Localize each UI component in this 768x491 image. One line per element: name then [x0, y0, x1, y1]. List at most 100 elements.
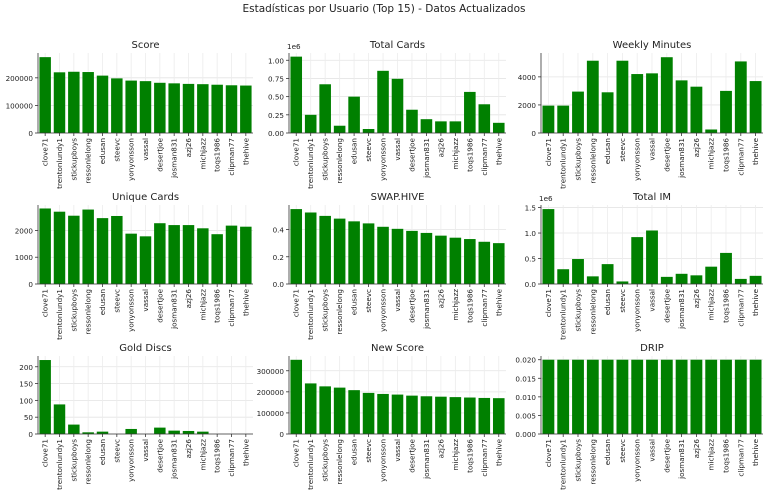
x-tick-label: josman831: [422, 439, 431, 480]
bar-michjazz: [449, 121, 462, 133]
x-tick-label: josman831: [422, 289, 431, 330]
bar-stickupboys: [68, 71, 80, 133]
x-tick-label: desertjoe: [407, 288, 416, 322]
x-tick-label: stickupboys: [321, 439, 330, 482]
x-tick-label: vassal: [141, 439, 150, 462]
x-tick-label: yonyonsson: [127, 439, 136, 482]
bar-ressonlelong: [82, 432, 94, 434]
x-tick-label: azj26: [692, 138, 701, 158]
x-tick-label: trentonlundy1: [559, 138, 568, 189]
x-tick-label: clove71: [544, 289, 553, 317]
x-tick-label: ressonlelong: [588, 289, 597, 335]
bar-yonyonsson: [631, 74, 644, 133]
y-tick-label: 200000: [6, 74, 34, 83]
x-tick-label: steevc: [364, 439, 373, 463]
bar-michjazz: [705, 359, 718, 434]
bar-stickupboys: [68, 215, 80, 284]
x-tick-label: vassal: [648, 439, 657, 462]
chart-title: Gold Discs: [119, 343, 172, 354]
x-tick-label: desertjoe: [662, 288, 671, 322]
x-tick-label: clipman77: [227, 138, 236, 176]
bar-ressonlelong: [333, 387, 346, 434]
x-tick-label: vassal: [393, 138, 402, 161]
bar-stickupboys: [319, 215, 331, 284]
x-tick-label: clipman77: [480, 439, 489, 477]
bar-edusan: [348, 390, 360, 434]
bar-stickupboys: [572, 91, 584, 133]
x-tick-label: thehive: [751, 438, 760, 466]
x-tick-label: azj26: [184, 289, 193, 309]
bar-steevc: [362, 129, 375, 133]
bar-steevc: [362, 392, 375, 434]
bar-desertjoe: [154, 223, 166, 284]
bar-azj26: [182, 225, 195, 284]
x-tick-label: steevc: [618, 289, 627, 313]
bar-azj26: [690, 86, 703, 133]
x-tick-label: vassal: [141, 289, 150, 312]
y-tick-label: 0: [531, 129, 536, 138]
bar-clipman77: [478, 241, 491, 284]
bar-trentonlundy1: [304, 212, 317, 284]
x-tick-label: vassal: [393, 439, 402, 462]
bar-stickupboys: [319, 84, 331, 133]
y-tick-label: 300000: [257, 367, 285, 376]
bar-vassal: [391, 78, 404, 133]
bar-azj26: [435, 121, 447, 133]
bar-yonyonsson: [377, 226, 389, 284]
x-tick-label: stickupboys: [574, 289, 583, 332]
bar-edusan: [601, 264, 614, 284]
x-tick-label: stickupboys: [321, 138, 330, 181]
bar-trentonlundy1: [304, 383, 317, 434]
bar-desertjoe: [660, 276, 673, 284]
x-tick-label: yonyonsson: [379, 289, 388, 332]
x-tick-label: toqs1986: [213, 138, 222, 172]
chart-total-im: 0.0 0.5 1.0 1.5 clove71 trentonlundy1 stickupb…: [525, 192, 763, 340]
bar-toqs1986: [464, 397, 476, 434]
x-tick-label: clove71: [292, 289, 301, 317]
bar-clipman77: [478, 104, 491, 133]
figure-title: Estadísticas por Usuario (Top 15) - Dato…: [242, 3, 525, 15]
x-tick-label: yonyonsson: [127, 138, 136, 181]
bar-yonyonsson: [125, 80, 137, 133]
bar-toqs1986: [464, 91, 476, 133]
bar-azj26: [435, 396, 447, 434]
bar-michjazz: [197, 431, 209, 434]
x-tick-label: clove71: [292, 439, 301, 467]
bar-toqs1986: [464, 239, 476, 284]
bar-azj26: [690, 275, 703, 284]
bar-toqs1986: [211, 84, 223, 133]
x-tick-label: yonyonsson: [633, 439, 642, 482]
y-tick-label: 0.4: [273, 226, 285, 235]
bar-michjazz: [705, 266, 718, 284]
x-tick-label: clove71: [41, 138, 50, 166]
x-tick-label: thehive: [494, 137, 503, 165]
bar-clipman77: [478, 397, 491, 434]
x-tick-label: ressonlelong: [335, 289, 344, 335]
y-offset-label: 1e6: [539, 194, 553, 203]
bar-desertjoe: [406, 395, 418, 434]
x-tick-label: desertjoe: [407, 438, 416, 472]
y-tick-label: 0: [28, 280, 33, 289]
x-tick-label: desertjoe: [155, 288, 164, 322]
bar-toqs1986: [720, 359, 732, 434]
x-tick-label: clipman77: [480, 138, 489, 176]
x-tick-label: toqs1986: [213, 439, 222, 473]
x-tick-label: desertjoe: [155, 438, 164, 472]
x-tick-label: michjazz: [198, 439, 207, 471]
bar-josman831: [675, 80, 688, 133]
x-tick-label: trentonlundy1: [306, 138, 315, 189]
x-tick-label: edusan: [350, 138, 359, 164]
x-tick-label: thehive: [751, 288, 760, 316]
y-tick-label: 0.00: [268, 129, 284, 138]
bar-thehive: [492, 122, 505, 133]
x-tick-label: ressonlelong: [335, 138, 344, 184]
y-tick-label: 100000: [257, 409, 285, 418]
bar-stickupboys: [319, 386, 331, 434]
bar-michjazz: [705, 129, 718, 133]
bar-vassal: [646, 73, 658, 133]
bar-michjazz: [449, 397, 462, 434]
x-tick-label: desertjoe: [662, 137, 671, 171]
bar-ressonlelong: [333, 125, 346, 133]
chart-new-score: 0 100000 200000 300000 clove71 trentonlundy1 s…: [257, 343, 506, 490]
x-tick-label: azj26: [436, 439, 445, 459]
